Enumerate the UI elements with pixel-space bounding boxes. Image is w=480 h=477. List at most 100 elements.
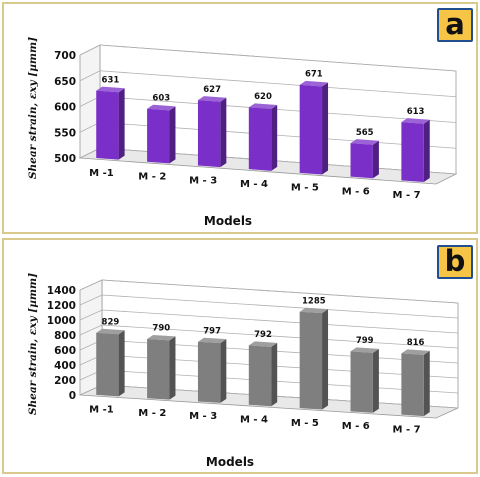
x-axis-title: Models (206, 455, 254, 469)
shear-strain-chart-a: 500 550 600 650 700 631 M -1 603 M - 2 627 M - 3 62… (27, 37, 458, 228)
bar (350, 347, 379, 413)
bar (197, 337, 227, 403)
bar-front (401, 122, 424, 182)
bar-top (197, 337, 227, 344)
gridline (79, 294, 459, 319)
bar-side (118, 88, 125, 160)
data-label: 620 (254, 92, 272, 102)
bar-side (118, 330, 125, 397)
x-tick-label: M -1 (89, 405, 114, 416)
x-tick-label: M - 6 (342, 421, 370, 432)
y-tick-label: 550 (54, 127, 76, 139)
bar-front (248, 345, 272, 407)
x-tick-label: M - 5 (291, 183, 319, 194)
bar-side (271, 105, 278, 171)
y-tick-label: 0 (69, 390, 76, 402)
bar (248, 103, 278, 171)
data-label: 1285 (302, 296, 326, 306)
y-tick-label: 400 (54, 360, 76, 372)
bar (96, 328, 125, 397)
gridline (79, 44, 457, 72)
bar-top (147, 334, 176, 341)
bar (96, 86, 125, 160)
bar-side (423, 350, 430, 417)
gridline (79, 70, 457, 98)
bar-side (423, 119, 430, 182)
bar-side (169, 106, 176, 164)
bar-side (220, 339, 227, 403)
data-label: 631 (102, 75, 120, 85)
x-axis-title: Models (204, 214, 252, 228)
x-tick-label: M - 6 (342, 186, 370, 197)
data-label: 792 (254, 330, 272, 340)
bar-front (147, 108, 170, 164)
bar (299, 307, 329, 410)
data-label: 613 (407, 107, 425, 117)
bar-side (271, 342, 278, 407)
bar-top (350, 347, 379, 353)
y-tick-label: 200 (54, 375, 76, 387)
y-tick-label: 500 (54, 153, 76, 165)
x-tick-label: M - 3 (189, 175, 217, 186)
bar-top (350, 139, 379, 145)
bar-top (299, 307, 329, 314)
bar-front (197, 341, 221, 403)
data-label: 799 (356, 336, 374, 346)
bar-top (147, 104, 176, 111)
bar-front (197, 100, 221, 168)
shear-strain-chart-b: 0 200 400 600 800 1000 1200 1400 829 M -1 790 M - 2… (27, 273, 459, 469)
bar-side (372, 348, 379, 413)
bar (147, 104, 176, 164)
bar-front (96, 90, 119, 160)
bar (299, 80, 329, 175)
bar (350, 139, 379, 179)
y-axis-title: Shear strain, εxy [µmm] (27, 273, 39, 415)
bar-front (248, 107, 272, 171)
bar (401, 349, 430, 417)
y-tick-label: 1400 (47, 285, 76, 297)
bar (147, 334, 176, 400)
chart-panel-a: 500 550 600 650 700 631 M -1 603 M - 2 627 M - 3 62… (2, 2, 478, 234)
bar-top (401, 118, 430, 124)
bar-top (248, 341, 278, 347)
data-label: 603 (152, 94, 170, 104)
bar-front (350, 351, 373, 413)
panel-label-a: a (437, 8, 473, 42)
data-label: 790 (152, 324, 170, 334)
bar-front (350, 143, 373, 179)
y-tick-label: 800 (54, 330, 76, 342)
bar (197, 96, 227, 168)
bar-top (96, 328, 125, 335)
bar-side (372, 140, 379, 179)
data-label: 565 (356, 128, 374, 138)
gridline (79, 309, 459, 334)
gridline (79, 279, 459, 304)
data-label: 627 (203, 85, 221, 95)
gridline (79, 324, 459, 349)
x-tick-label: M - 3 (189, 411, 217, 422)
y-tick-label: 1000 (47, 315, 76, 327)
y-tick-label: 600 (54, 345, 76, 357)
bar-side (220, 97, 227, 168)
bar-top (197, 96, 227, 102)
bar (401, 118, 430, 182)
y-tick-label: 1200 (47, 300, 76, 312)
bar-side (169, 336, 176, 400)
bar-front (299, 311, 323, 410)
bar-top (96, 86, 125, 93)
x-tick-label: M - 7 (393, 190, 421, 201)
y-axis-title: Shear strain, εxy [µmm] (27, 37, 39, 179)
bar-side (322, 82, 329, 175)
panel-label-b: b (437, 245, 473, 279)
bar (248, 341, 278, 407)
bar-side (322, 309, 329, 410)
data-label: 671 (305, 70, 323, 80)
bar-front (96, 332, 119, 397)
x-tick-label: M - 4 (240, 179, 268, 190)
y-tick-label: 700 (54, 50, 76, 62)
x-tick-label: M - 2 (138, 408, 166, 419)
data-label: 816 (407, 338, 425, 348)
bar-top (401, 349, 430, 355)
x-tick-label: M - 4 (240, 415, 268, 426)
x-tick-label: M - 2 (138, 172, 166, 183)
